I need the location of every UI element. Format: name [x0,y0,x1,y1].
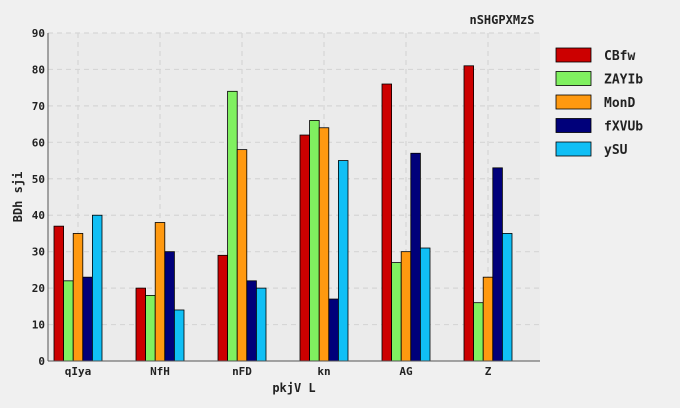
bar [400,251,412,362]
y-tick-label: 50 [32,173,45,186]
legend-label: ZAYIb [604,73,643,88]
chart-title: nSHGPXMzS [469,13,534,27]
x-tick-label: AG [399,365,413,378]
bar [145,294,156,362]
bar [328,298,339,362]
x-tick-label: kn [317,365,330,378]
x-tick-label: NfH [150,365,170,378]
legend: CBfw ZAYIb MonD fXVUb ySU [555,47,643,158]
x-tick-label: nFD [232,365,252,378]
bar [410,152,421,362]
bar [473,302,484,362]
bar [63,280,74,362]
y-tick-label: 60 [32,136,45,149]
bar [419,247,431,362]
y-tick-labels: 0 10 20 30 40 50 60 70 80 90 [32,27,45,368]
legend-label: fXVUb [604,120,643,135]
legend-swatch [555,47,592,63]
bar [309,120,320,362]
bar [82,276,93,362]
bar [255,287,267,362]
bar [482,276,494,362]
bar [227,90,238,362]
bar [501,233,513,362]
bar [135,287,147,362]
bar [164,251,175,362]
bar [492,167,503,362]
bar [391,262,402,362]
bar [154,222,166,362]
bar [299,134,311,362]
y-tick-label: 20 [32,282,45,295]
x-axis-title: pkjV L [272,381,315,395]
bar [72,233,84,362]
bar [463,65,475,362]
legend-swatch [555,141,592,157]
bar [92,214,103,362]
legend-label: ySU [604,143,628,158]
x-tick-labels: qIya NfH nFD kn AG Z [65,365,492,378]
y-tick-label: 30 [32,246,45,259]
legend-swatch [555,118,592,133]
bar [381,83,393,362]
bars [53,65,513,362]
x-tick-label: Z [485,365,492,378]
y-tick-label: 70 [32,100,45,113]
y-tick-label: 10 [32,319,45,332]
plot-area [48,33,540,361]
axes [47,33,540,362]
bar [337,160,349,362]
legend-label: CBfw [604,49,635,64]
legend-swatch [555,71,592,86]
bar [217,254,229,362]
y-tick-label: 40 [32,209,45,222]
bar [173,309,185,362]
bar [318,127,330,362]
x-tick-label: qIya [65,365,92,378]
y-tick-label: 0 [38,355,45,368]
legend-label: MonD [604,96,635,111]
bar [236,149,248,362]
y-tick-label: 80 [32,63,45,76]
y-tick-label: 90 [32,27,45,40]
bar [53,225,65,362]
y-axis-title: BDh sji [11,172,25,223]
legend-swatch [555,94,592,110]
bar [246,280,257,362]
